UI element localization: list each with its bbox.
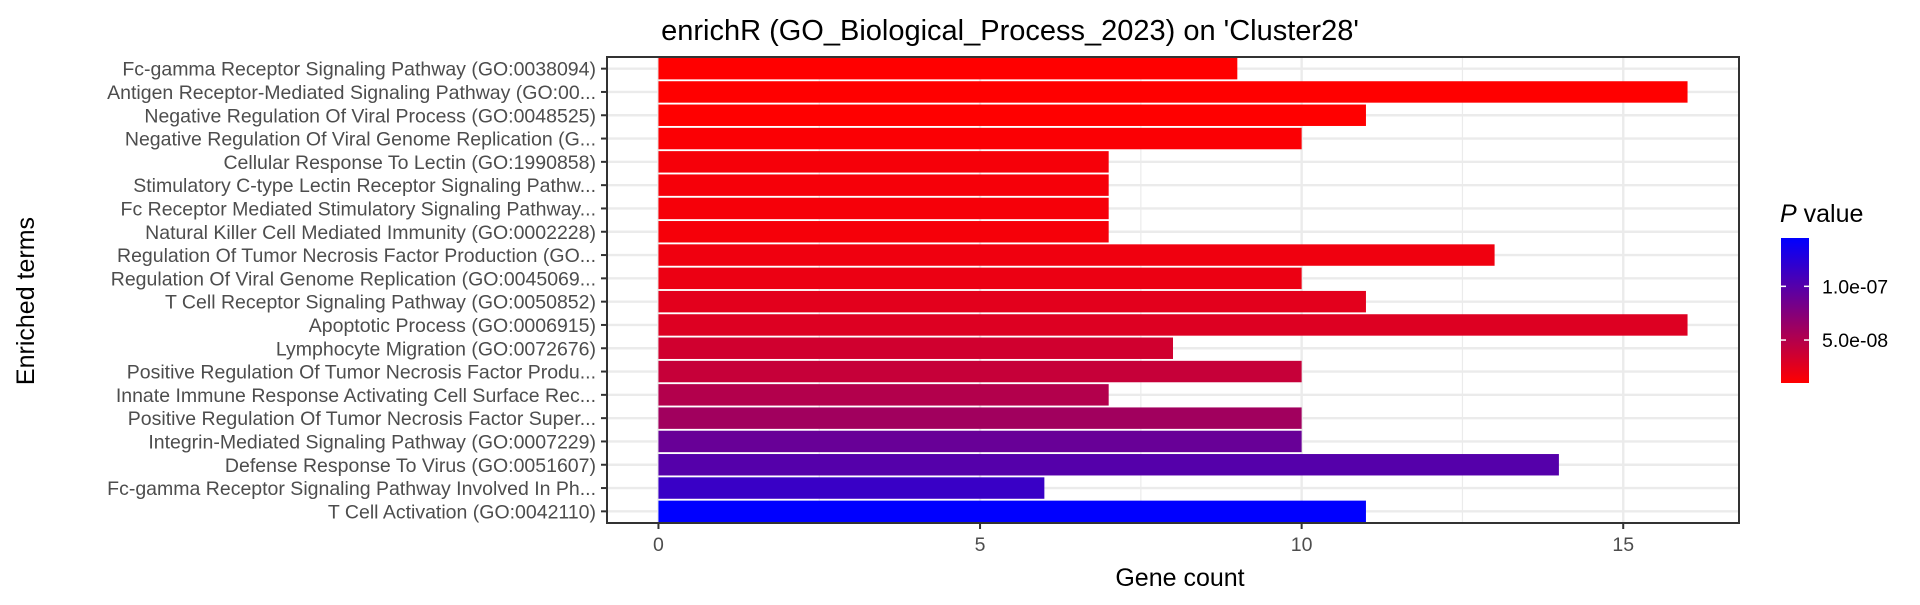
- y-tick-label: T Cell Receptor Signaling Pathway (GO:00…: [165, 292, 596, 314]
- y-tick-label: Innate Immune Response Activating Cell S…: [116, 385, 596, 407]
- legend-ticks: 1.0e-07 5.0e-08: [1781, 276, 1888, 352]
- y-tick-label: Fc Receptor Mediated Stimulatory Signali…: [121, 198, 596, 220]
- y-tick-label: Natural Killer Cell Mediated Immunity (G…: [145, 222, 596, 244]
- bar: [658, 314, 1688, 336]
- x-tick-label: 0: [653, 534, 664, 556]
- y-tick-label: Apoptotic Process (GO:0006915): [309, 315, 596, 337]
- bar: [658, 81, 1688, 103]
- legend-title-italic: P: [1780, 200, 1797, 228]
- y-tick-label: Positive Regulation Of Tumor Necrosis Fa…: [127, 362, 596, 384]
- y-tick-labels: Fc-gamma Receptor Signaling Pathway (GO:…: [107, 59, 607, 523]
- chart-title: enrichR (GO_Biological_Process_2023) on …: [661, 15, 1359, 47]
- y-tick-label: T Cell Activation (GO:0042110): [328, 501, 596, 523]
- legend-colorbar: [1781, 238, 1809, 383]
- y-tick-label: Stimulatory C-type Lectin Receptor Signa…: [133, 175, 596, 197]
- bar: [658, 500, 1366, 523]
- legend-tick-label: 5.0e-08: [1822, 330, 1888, 352]
- y-axis-title: Enriched terms: [12, 217, 40, 385]
- bar: [658, 57, 1238, 80]
- bar: [658, 151, 1109, 173]
- x-tick-label: 5: [975, 534, 986, 556]
- y-tick-label: Cellular Response To Lectin (GO:1990858): [223, 152, 596, 174]
- y-tick-label: Regulation Of Tumor Necrosis Factor Prod…: [117, 245, 596, 267]
- pvalue-legend: P value 1.0e-07 5.0e-08: [1780, 200, 1888, 383]
- y-tick-label: Negative Regulation Of Viral Process (GO…: [144, 105, 596, 127]
- bar: [658, 384, 1109, 406]
- plot-panel: [607, 57, 1739, 523]
- legend-tick-label: 1.0e-07: [1822, 276, 1888, 298]
- x-tick-label: 15: [1612, 534, 1634, 556]
- legend-title: P value: [1780, 200, 1863, 228]
- y-tick-label: Fc-gamma Receptor Signaling Pathway (GO:…: [122, 59, 596, 81]
- y-tick-label: Lymphocyte Migration (GO:0072676): [276, 338, 596, 360]
- bar: [658, 337, 1173, 359]
- y-tick-label: Negative Regulation Of Viral Genome Repl…: [125, 129, 596, 151]
- bar: [658, 290, 1366, 313]
- bar: [658, 244, 1495, 266]
- bar: [658, 454, 1559, 476]
- plot-panel-border: [606, 56, 1740, 524]
- y-tick-label: Positive Regulation Of Tumor Necrosis Fa…: [128, 408, 596, 430]
- x-axis-ticks: 0 5 10 15: [653, 523, 1634, 556]
- bar: [658, 267, 1302, 290]
- y-tick-label: Regulation Of Viral Genome Replication (…: [111, 268, 596, 290]
- bar: [658, 221, 1109, 243]
- y-tick-label: Integrin-Mediated Signaling Pathway (GO:…: [148, 431, 596, 453]
- x-tick-label: 10: [1291, 534, 1313, 556]
- bar: [658, 197, 1109, 220]
- bar: [658, 360, 1302, 383]
- y-tick-label: Antigen Receptor-Mediated Signaling Path…: [107, 82, 596, 104]
- bars: [658, 57, 1688, 523]
- y-tick-label: Fc-gamma Receptor Signaling Pathway Invo…: [107, 478, 596, 500]
- bar: [658, 430, 1302, 453]
- bar: [658, 174, 1109, 196]
- x-axis-title: Gene count: [1115, 564, 1244, 592]
- y-tick-label: Defense Response To Virus (GO:0051607): [225, 455, 596, 477]
- bar: [658, 127, 1302, 150]
- bar: [658, 407, 1302, 429]
- bar: [658, 477, 1045, 499]
- legend-title-rest: value: [1797, 200, 1864, 228]
- bar: [658, 104, 1366, 126]
